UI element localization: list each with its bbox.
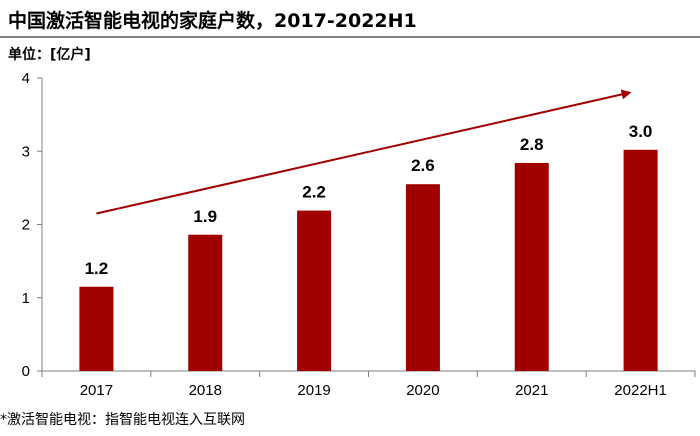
bar-2022H1	[623, 149, 658, 371]
y-tick-label: 3	[22, 143, 30, 160]
x-tick-label: 2019	[297, 382, 330, 399]
axes: 0 1 2 3 4 2017 2018 2019 2020 2021 2022H1	[22, 70, 696, 399]
annotations	[96, 89, 632, 215]
trend-arrow	[96, 89, 632, 215]
y-tick-label: 0	[22, 363, 30, 380]
y-tick-label: 2	[22, 217, 30, 234]
data-label-2020: 2.6	[411, 156, 435, 175]
data-label-2018: 1.9	[193, 207, 217, 226]
y-tick-label: 1	[22, 290, 30, 307]
x-tick-label: 2020	[406, 382, 439, 399]
x-tick-label: 2018	[189, 382, 222, 399]
x-tick-label: 2022H1	[614, 382, 667, 399]
title-divider	[0, 36, 700, 38]
data-label-2022H1: 3.0	[629, 122, 653, 141]
data-labels: 1.2 1.9 2.2 2.6 2.8 3.0	[85, 122, 653, 278]
x-tick-label: 2017	[80, 382, 113, 399]
data-label-2021: 2.8	[520, 135, 544, 154]
x-tick-label: 2021	[515, 382, 548, 399]
data-label-2019: 2.2	[302, 183, 326, 202]
bars	[79, 149, 658, 371]
bar-2020	[405, 184, 440, 371]
bar-2021	[514, 162, 549, 371]
unit-label: 单位：[亿户]	[8, 47, 91, 63]
y-tick-label: 4	[22, 70, 30, 87]
footnote: *激活智能电视：指智能电视连入互联网	[0, 412, 245, 428]
bar-2019	[297, 210, 332, 371]
chart-title: 中国激活智能电视的家庭户数，2017-2022H1	[8, 10, 417, 32]
data-label-2017: 1.2	[85, 259, 109, 278]
bar-2018	[188, 234, 223, 371]
bar-2017	[79, 286, 114, 371]
